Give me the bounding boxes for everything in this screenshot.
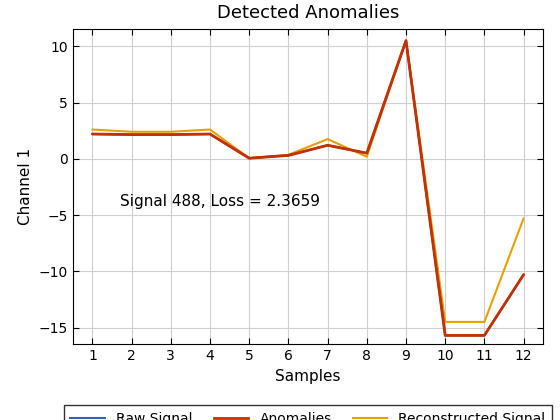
Title: Detected Anomalies: Detected Anomalies	[217, 4, 399, 22]
Y-axis label: Channel 1: Channel 1	[18, 148, 33, 226]
Text: Signal 488, Loss = 2.3659: Signal 488, Loss = 2.3659	[120, 194, 320, 209]
X-axis label: Samples: Samples	[276, 369, 340, 384]
Legend: Raw Signal, Anomalies, Reconstructed Signal: Raw Signal, Anomalies, Reconstructed Sig…	[63, 405, 553, 420]
